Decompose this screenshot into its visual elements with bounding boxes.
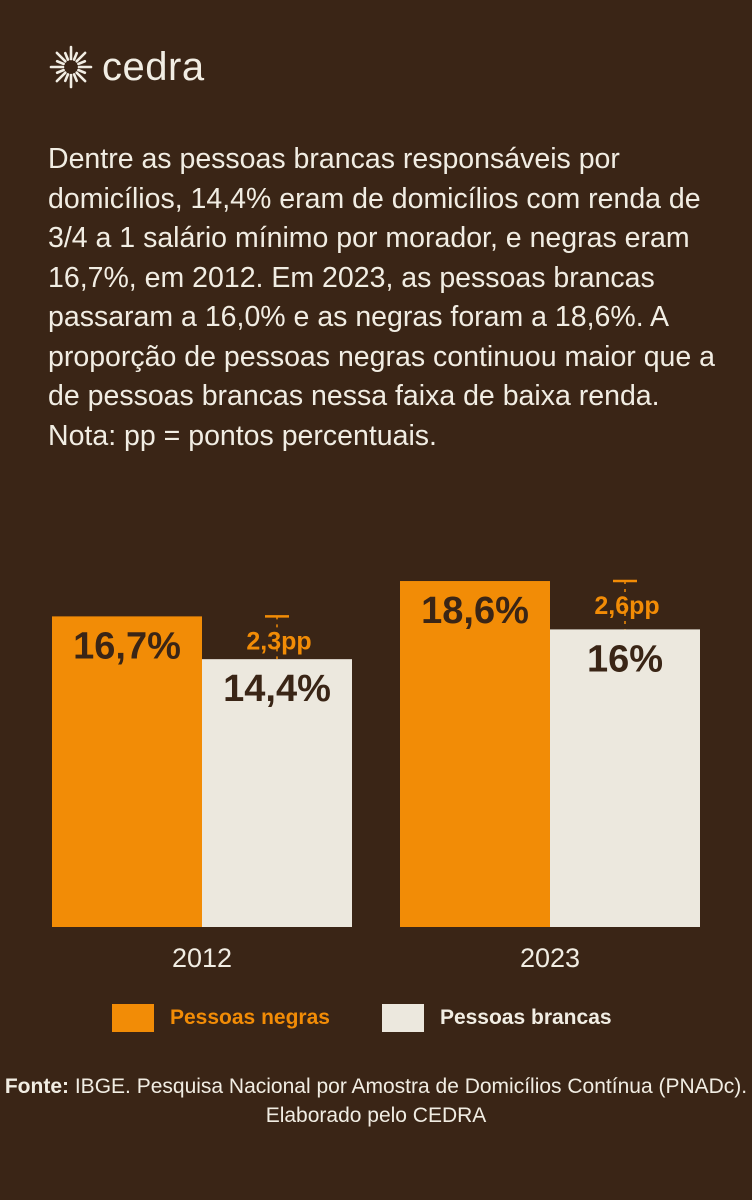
legend-item-brancas: Pessoas brancas	[381, 1004, 612, 1032]
bar-brancas-2023	[550, 629, 700, 927]
sun-ray	[55, 59, 65, 66]
brand-logo: cedra	[48, 44, 205, 90]
sun-ray	[55, 51, 67, 63]
bar-chart: 16,7% 14,4% 2,3pp 2012 18,6% 16% 2,6pp 2023	[52, 579, 700, 973]
sun-burst-icon	[49, 45, 93, 89]
bar-negras-2023	[400, 581, 550, 927]
legend-label-brancas: Pessoas brancas	[439, 1006, 612, 1029]
data-label-brancas-2012: 14,4%	[223, 668, 331, 710]
data-label-brancas-2023: 16%	[587, 638, 663, 680]
sun-ray	[72, 51, 79, 61]
brand-name: cedra	[102, 44, 205, 89]
sun-ray	[63, 51, 70, 61]
sun-ray	[55, 71, 67, 83]
source-text: IBGE. Pesquisa Nacional por Amostra de D…	[69, 1075, 748, 1127]
legend-label-negras: Pessoas negras	[170, 1006, 330, 1029]
source-note: Fonte: IBGE. Pesquisa Nacional por Amost…	[0, 1072, 752, 1130]
sun-ray	[77, 59, 87, 66]
sun-ray	[77, 68, 87, 75]
legend-swatch-negras	[112, 1004, 154, 1032]
data-label-negras-2023: 18,6%	[421, 590, 529, 632]
legend-swatch-brancas	[381, 1004, 424, 1032]
description: Dentre as pessoas brancas responsáveis p…	[48, 140, 728, 456]
difference-label-2012: 2,3pp	[246, 627, 311, 655]
sun-ray	[63, 73, 70, 83]
sun-ray	[55, 68, 65, 75]
chart-legend: Pessoas negras Pessoas brancas	[112, 1004, 664, 1032]
legend-item-negras: Pessoas negras	[112, 1004, 330, 1032]
sun-ray	[75, 71, 87, 83]
bar-negras-2012	[52, 616, 202, 927]
data-label-negras-2012: 16,7%	[73, 625, 181, 667]
sun-ray	[75, 51, 87, 63]
sun-ray	[72, 73, 79, 83]
category-label-2023: 2023	[520, 943, 580, 973]
description-note: Nota: pp = pontos percentuais.	[48, 419, 437, 452]
description-paragraph: Dentre as pessoas brancas responsáveis p…	[48, 143, 716, 412]
bar-brancas-2012	[202, 659, 352, 927]
source-label: Fonte:	[4, 1075, 70, 1098]
difference-label-2023: 2,6pp	[594, 592, 659, 620]
category-label-2012: 2012	[172, 943, 232, 973]
